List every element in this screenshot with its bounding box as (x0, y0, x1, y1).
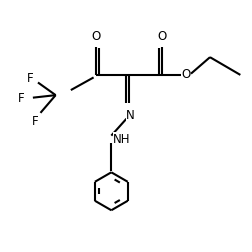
Text: O: O (157, 30, 166, 43)
Text: F: F (32, 114, 39, 128)
Text: O: O (181, 68, 190, 81)
Text: N: N (125, 108, 134, 121)
Text: NH: NH (112, 132, 130, 145)
Text: F: F (18, 92, 25, 105)
Text: F: F (27, 72, 34, 85)
Text: O: O (91, 30, 100, 43)
